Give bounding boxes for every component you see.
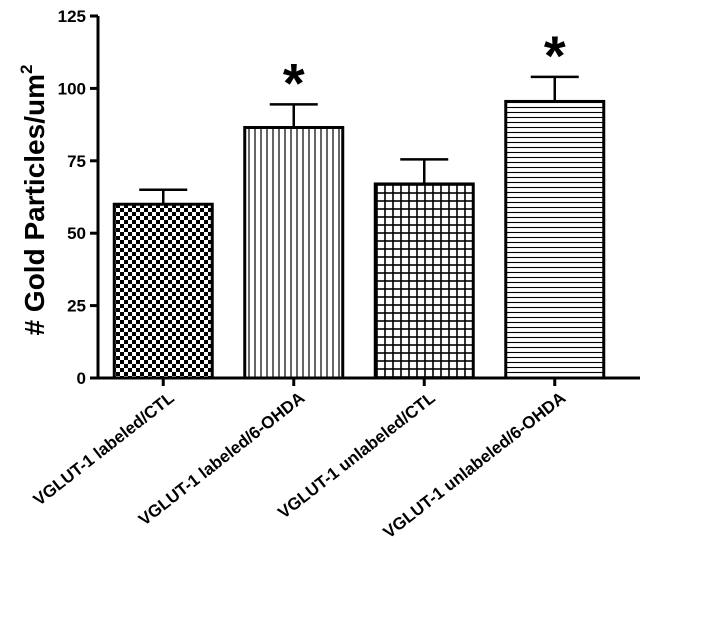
bar (243, 125, 345, 380)
y-tick-label: 25 (67, 297, 86, 316)
y-tick-label: 125 (58, 7, 86, 26)
x-tick-label: VGLUT-1 labeled/CTL (30, 388, 178, 509)
y-axis-label: # Gold Particles/um2 (17, 65, 50, 336)
y-axis-label-superscript: 2 (17, 65, 36, 74)
y-tick-label: 75 (67, 152, 86, 171)
svg-text:# Gold Particles/um2: # Gold Particles/um2 (17, 65, 50, 336)
significance-markers: * * (283, 24, 566, 115)
y-tick-label: 100 (58, 79, 86, 98)
error-bars (139, 75, 579, 205)
y-tick-label: 50 (67, 224, 86, 243)
bars (112, 99, 606, 380)
significance-asterisk: * (544, 24, 566, 87)
bar (112, 202, 214, 380)
y-axis-label-text: # Gold Particles/um (19, 74, 50, 335)
bar (373, 182, 475, 380)
bar (504, 99, 606, 380)
significance-asterisk: * (283, 51, 305, 114)
y-tick-label: 0 (77, 369, 86, 388)
